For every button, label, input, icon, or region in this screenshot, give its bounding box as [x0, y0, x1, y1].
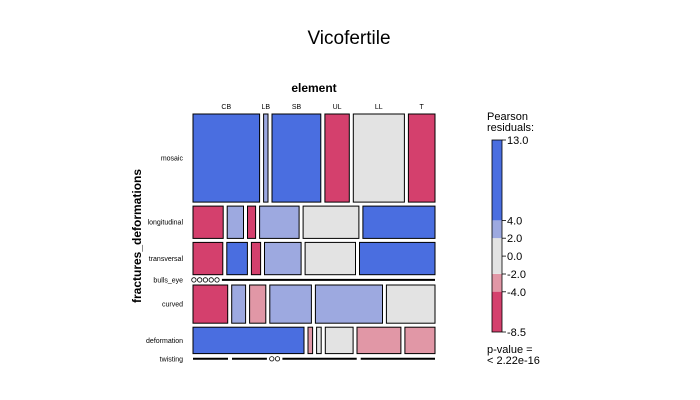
tile-longitudinal-t [362, 205, 436, 239]
tile-bulls-eye-sb [202, 277, 208, 283]
tile-curved-lb [231, 284, 247, 324]
row-label-longitudinal: longitudinal [148, 220, 184, 227]
legend-title-line1: Pearson [487, 111, 528, 123]
tile-curved-ul [269, 284, 312, 324]
column-label-t: T [420, 104, 425, 111]
tile-longitudinal-lb [226, 205, 244, 239]
tile-curved-cb [192, 284, 229, 324]
row-label-transversal: transversal [149, 256, 184, 263]
tile-mosaic-lb [263, 113, 269, 203]
tile-bulls-eye-ll [214, 277, 220, 283]
tile-bulls-eye-ul [208, 277, 214, 283]
row-label-bulls-eye: bulls_eye [153, 277, 183, 284]
tile-transversal-lb [226, 241, 248, 276]
legend-tick-label: -4.0 [507, 287, 526, 299]
column-variable-label: element [291, 81, 336, 95]
tile-mosaic-ll [352, 113, 405, 203]
column-label-sb: SB [292, 104, 302, 111]
column-label-cb: CB [221, 104, 231, 111]
legend-tick-label: 2.0 [507, 233, 522, 245]
tile-mosaic-t [407, 113, 436, 203]
tile-transversal-ul [264, 241, 302, 276]
row-label-deformation: deformation [146, 338, 183, 345]
residual-legend: Pearson residuals: 13.0 4.0 2.0 0.0 -2.0 -4.0… [487, 111, 540, 367]
column-label-lb: LB [262, 104, 271, 111]
tile-transversal-ll [304, 241, 357, 276]
row-label-mosaic: mosaic [161, 156, 184, 163]
mosaic-tiles [191, 113, 436, 362]
legend-tick-label: -8.5 [507, 327, 526, 339]
tile-bulls-eye-lb [197, 277, 203, 283]
row-labels: mosaic longitudinal transversal bulls_eyecu… [146, 156, 183, 364]
tile-deformation-ll [356, 326, 402, 355]
legend-tick-label: -2.0 [507, 269, 526, 281]
tile-deformation-ul [324, 326, 354, 355]
tile-deformation-sb [316, 326, 322, 355]
legend-band-3 [492, 238, 502, 274]
tile-longitudinal-sb [247, 205, 257, 239]
row-label-twisting: twisting [160, 356, 183, 363]
tile-twisting-ul [274, 356, 281, 362]
tile-transversal-cb [192, 241, 224, 276]
legend-title-line2: residuals: [487, 122, 534, 134]
tile-transversal-t [359, 241, 436, 276]
tile-longitudinal-ul [259, 205, 300, 239]
row-variable-label: fractures_deformations [130, 169, 144, 303]
p-value: < 2.22e-16 [487, 355, 540, 367]
row-label-curved: curved [162, 302, 183, 309]
tile-deformation-t [404, 326, 436, 355]
legend-tick-label: 0.0 [507, 251, 522, 263]
tile-twisting-sb [269, 356, 275, 362]
legend-band-1 [492, 140, 502, 221]
tile-longitudinal-cb [192, 205, 224, 239]
tile-mosaic-cb [192, 113, 261, 203]
tile-curved-ll [314, 284, 383, 324]
tile-deformation-lb [307, 326, 314, 355]
legend-band-5 [492, 291, 502, 332]
tile-curved-t [385, 284, 436, 324]
tile-bulls-eye-cb [191, 277, 197, 283]
column-labels: CB LB SB UL LL T [221, 104, 424, 111]
legend-color-bar [491, 139, 503, 333]
legend-band-2 [492, 220, 502, 239]
tile-transversal-sb [250, 241, 262, 276]
legend-band-4 [492, 274, 502, 292]
legend-tick-label: 4.0 [507, 215, 522, 227]
tile-longitudinal-ll [302, 205, 360, 239]
chart-title: Vicofertile [307, 28, 390, 49]
tile-mosaic-sb [271, 113, 322, 203]
tile-mosaic-ul [324, 113, 350, 203]
tile-deformation-cb [192, 326, 305, 355]
legend-ticks: 13.0 4.0 2.0 0.0 -2.0 -4.0 -8.5 [502, 135, 528, 339]
legend-tick-label: 13.0 [507, 135, 528, 147]
tile-curved-sb [249, 284, 267, 324]
legend-bar-frame [491, 139, 503, 333]
p-value-label: p-value = [487, 344, 533, 356]
column-label-ul: UL [333, 104, 342, 111]
column-label-ll: LL [375, 104, 383, 111]
